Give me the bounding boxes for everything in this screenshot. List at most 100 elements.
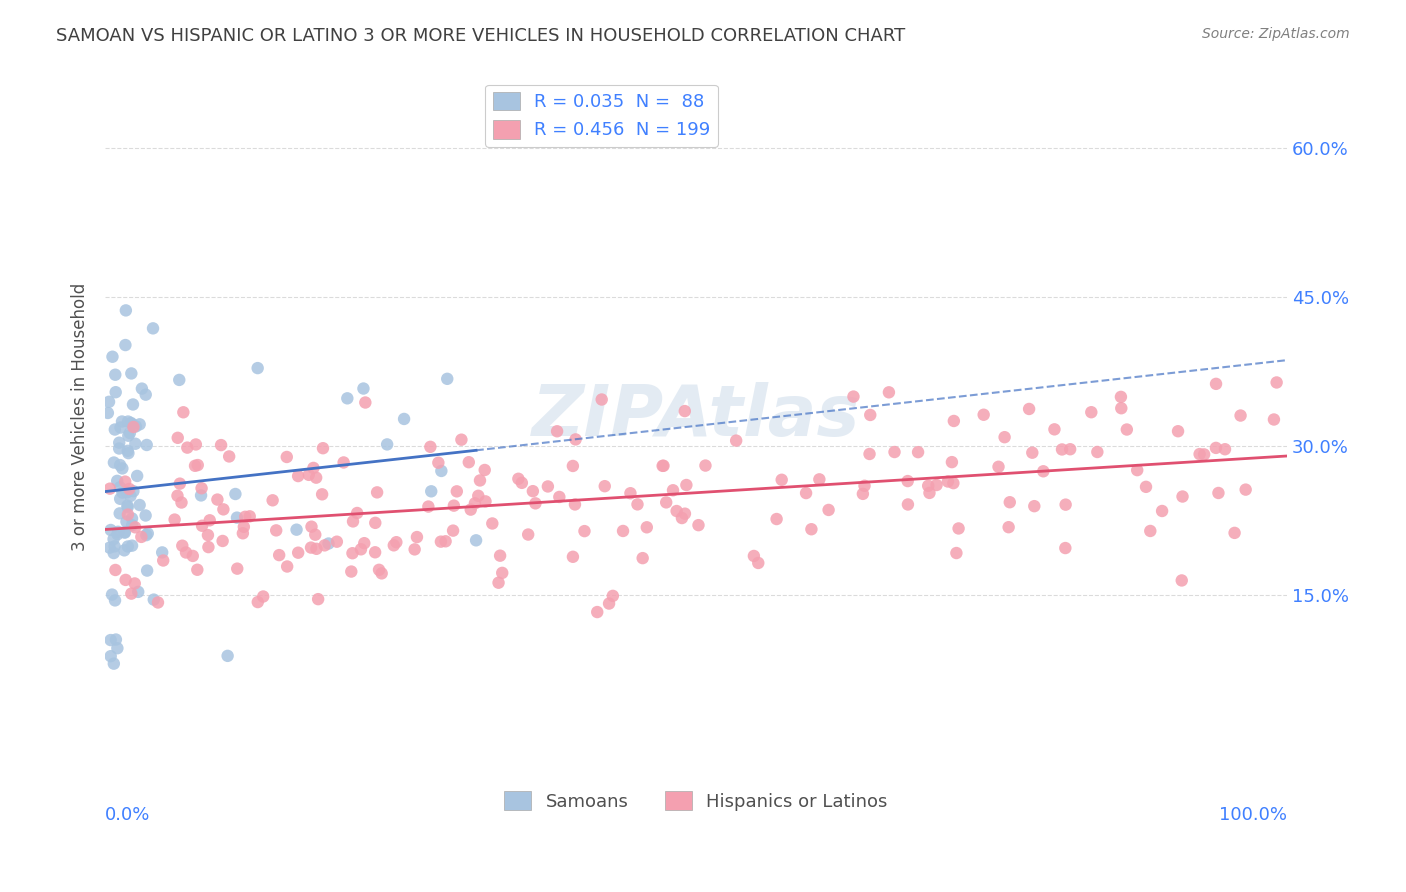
- Point: [430, 464, 453, 478]
- Point: [491, 566, 513, 580]
- Point: [114, 475, 136, 489]
- Point: [973, 408, 995, 422]
- Point: [103, 657, 125, 671]
- Point: [936, 475, 959, 489]
- Point: [941, 455, 963, 469]
- Point: [191, 518, 214, 533]
- Point: [370, 566, 392, 581]
- Point: [124, 436, 146, 450]
- Point: [114, 573, 136, 587]
- Point: [1152, 504, 1174, 518]
- Point: [853, 479, 876, 493]
- Point: [342, 546, 364, 560]
- Point: [368, 563, 391, 577]
- Point: [481, 516, 503, 531]
- Point: [197, 528, 219, 542]
- Point: [287, 469, 309, 483]
- Point: [312, 441, 335, 455]
- Point: [925, 478, 948, 492]
- Point: [136, 526, 159, 541]
- Point: [842, 390, 865, 404]
- Point: [122, 397, 145, 411]
- Point: [124, 520, 146, 534]
- Point: [103, 540, 125, 554]
- Point: [98, 541, 121, 555]
- Point: [1054, 498, 1077, 512]
- Point: [443, 499, 465, 513]
- Point: [246, 361, 269, 376]
- Point: [997, 520, 1019, 534]
- Point: [169, 476, 191, 491]
- Point: [122, 484, 145, 499]
- Point: [510, 475, 533, 490]
- Point: [121, 539, 143, 553]
- Point: [747, 556, 769, 570]
- Point: [285, 523, 308, 537]
- Point: [418, 500, 440, 514]
- Point: [1170, 574, 1192, 588]
- Point: [522, 484, 544, 499]
- Point: [166, 431, 188, 445]
- Point: [366, 485, 388, 500]
- Point: [342, 515, 364, 529]
- Point: [406, 530, 429, 544]
- Point: [897, 498, 920, 512]
- Point: [104, 593, 127, 607]
- Point: [108, 480, 131, 494]
- Point: [742, 549, 765, 563]
- Point: [287, 546, 309, 560]
- Point: [517, 527, 540, 541]
- Point: [150, 545, 173, 559]
- Point: [1139, 524, 1161, 538]
- Point: [671, 511, 693, 525]
- Point: [1032, 464, 1054, 478]
- Point: [1018, 401, 1040, 416]
- Point: [299, 541, 322, 555]
- Point: [146, 595, 169, 609]
- Point: [128, 498, 150, 512]
- Point: [998, 495, 1021, 509]
- Point: [172, 539, 194, 553]
- Point: [111, 415, 134, 429]
- Point: [1021, 446, 1043, 460]
- Point: [994, 430, 1017, 444]
- Point: [1126, 463, 1149, 477]
- Point: [1205, 441, 1227, 455]
- Point: [725, 434, 748, 448]
- Point: [636, 520, 658, 534]
- Point: [602, 589, 624, 603]
- Point: [488, 575, 510, 590]
- Text: ZIPAtlas: ZIPAtlas: [531, 382, 860, 450]
- Point: [104, 385, 127, 400]
- Point: [574, 524, 596, 538]
- Point: [121, 518, 143, 533]
- Point: [224, 487, 246, 501]
- Point: [352, 382, 374, 396]
- Point: [105, 474, 128, 488]
- Text: Source: ZipAtlas.com: Source: ZipAtlas.com: [1202, 27, 1350, 41]
- Point: [1080, 405, 1102, 419]
- Point: [1167, 424, 1189, 438]
- Point: [626, 497, 648, 511]
- Point: [907, 445, 929, 459]
- Point: [101, 588, 124, 602]
- Point: [298, 467, 321, 482]
- Point: [586, 605, 609, 619]
- Point: [446, 484, 468, 499]
- Point: [591, 392, 613, 407]
- Point: [673, 404, 696, 418]
- Point: [859, 408, 882, 422]
- Point: [112, 543, 135, 558]
- Point: [675, 478, 697, 492]
- Point: [100, 649, 122, 664]
- Point: [135, 438, 157, 452]
- Point: [1263, 412, 1285, 426]
- Point: [301, 519, 323, 533]
- Point: [858, 447, 880, 461]
- Point: [98, 394, 121, 409]
- Point: [103, 456, 125, 470]
- Point: [346, 506, 368, 520]
- Point: [121, 511, 143, 525]
- Point: [942, 414, 965, 428]
- Point: [307, 592, 329, 607]
